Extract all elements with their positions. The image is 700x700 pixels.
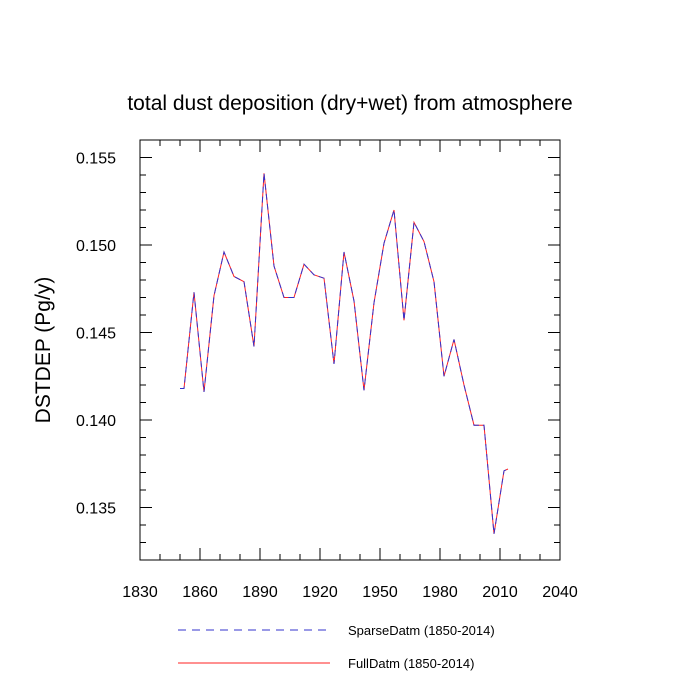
legend-label: SparseDatm (1850-2014) [348, 623, 495, 638]
y-tick-label: 0.150 [76, 238, 116, 255]
legend-label: FullDatm (1850-2014) [348, 656, 474, 671]
legend: SparseDatm (1850-2014) FullDatm (1850-201… [178, 623, 495, 671]
x-tick-label: 1860 [182, 584, 218, 601]
x-tick-label: 1830 [122, 584, 158, 601]
y-tick-label: 0.145 [76, 326, 116, 343]
chart-title: total dust deposition (dry+wet) from atm… [127, 92, 572, 115]
series-lines [180, 173, 509, 534]
x-tick-label: 2010 [482, 584, 518, 601]
y-tick-label: 0.135 [76, 501, 116, 518]
y-axis-label: DSTDEP (Pg/y) [32, 277, 55, 424]
series-line-fulldatm [180, 173, 509, 534]
plot-frame [139, 139, 561, 561]
series-line-sparsedatm [180, 173, 509, 534]
x-tick-label: 1920 [302, 584, 338, 601]
y-tick-label: 0.140 [76, 413, 116, 430]
x-tick-label: 1950 [362, 584, 398, 601]
x-tick-label: 1890 [242, 584, 278, 601]
y-tick-label: 0.155 [76, 151, 116, 168]
x-tick-label: 2040 [542, 584, 578, 601]
axis-ticks: 1830 1860 1890 1920 1950 1980 2010 2040 0.135 0.1… [76, 140, 578, 601]
x-tick-label: 1980 [422, 584, 458, 601]
